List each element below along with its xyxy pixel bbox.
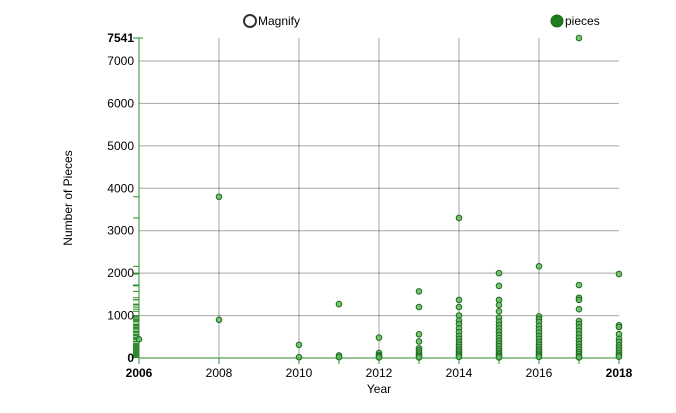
x-axis-title: Year (367, 382, 391, 396)
legend-label-magnify[interactable]: Magnify (258, 14, 300, 28)
data-point[interactable] (615, 323, 623, 331)
y-axis-title: Number of Pieces (61, 150, 75, 245)
data-point[interactable] (295, 353, 303, 361)
data-point[interactable] (615, 270, 623, 278)
x-tick-label: 2012 (366, 366, 393, 380)
legend-item-pieces[interactable]: pieces (550, 14, 600, 28)
data-point[interactable] (375, 334, 383, 341)
x-tick-label: 2018 (606, 366, 633, 380)
data-point[interactable] (495, 308, 503, 315)
y-tick-label: 4000 (107, 181, 134, 195)
y-tick-label: 2000 (107, 266, 134, 280)
y-tick-label: 5000 (107, 139, 134, 153)
y-max-label: 7541 (107, 31, 134, 45)
y-tick-label: 1000 (107, 309, 134, 323)
legend: Magnify pieces (243, 14, 600, 28)
data-point[interactable] (495, 282, 503, 290)
data-point[interactable] (215, 316, 223, 324)
data-points (135, 34, 623, 361)
y-tick-label: 0 (127, 351, 134, 365)
data-point[interactable] (415, 330, 423, 338)
data-point[interactable] (415, 303, 423, 311)
data-point[interactable] (495, 354, 503, 361)
data-point[interactable] (575, 354, 583, 361)
y-tick-label: 7000 (107, 54, 134, 68)
tick-labels: 0 1000 2000 3000 4000 5000 6000 7000 7541 2006 200… (107, 31, 632, 380)
x-tick-label: 2014 (446, 366, 473, 380)
data-point[interactable] (615, 353, 623, 361)
data-point[interactable] (535, 263, 543, 270)
data-point[interactable] (455, 303, 463, 311)
grid (139, 38, 619, 358)
data-point[interactable] (335, 353, 343, 361)
data-point[interactable] (295, 341, 303, 349)
data-point[interactable] (455, 214, 463, 222)
legend-label-pieces[interactable]: pieces (565, 14, 600, 28)
x-tick-label: 2008 (206, 366, 233, 380)
data-point[interactable] (415, 338, 423, 345)
y-tick-label: 6000 (107, 96, 134, 110)
data-point[interactable] (575, 296, 583, 304)
data-point[interactable] (495, 301, 503, 309)
x-tick-label: 2006 (126, 366, 153, 380)
data-point[interactable] (335, 300, 343, 308)
magnify-circle-icon[interactable] (243, 14, 257, 28)
data-point[interactable] (415, 354, 423, 361)
pieces-circle-icon[interactable] (550, 14, 564, 28)
data-point[interactable] (135, 336, 143, 343)
data-point[interactable] (415, 288, 423, 295)
data-point[interactable] (535, 353, 543, 361)
data-point[interactable] (575, 281, 583, 289)
data-point[interactable] (455, 296, 463, 304)
x-tick-label: 2010 (286, 366, 313, 380)
legend-item-magnify[interactable]: Magnify (243, 14, 300, 28)
data-point[interactable] (495, 269, 503, 277)
data-point[interactable] (215, 193, 223, 201)
y-tick-label: 3000 (107, 224, 134, 238)
x-tick-label: 2016 (526, 366, 553, 380)
data-point[interactable] (375, 354, 383, 361)
data-point[interactable] (575, 34, 583, 42)
data-point[interactable] (455, 353, 463, 361)
data-point[interactable] (575, 305, 583, 313)
